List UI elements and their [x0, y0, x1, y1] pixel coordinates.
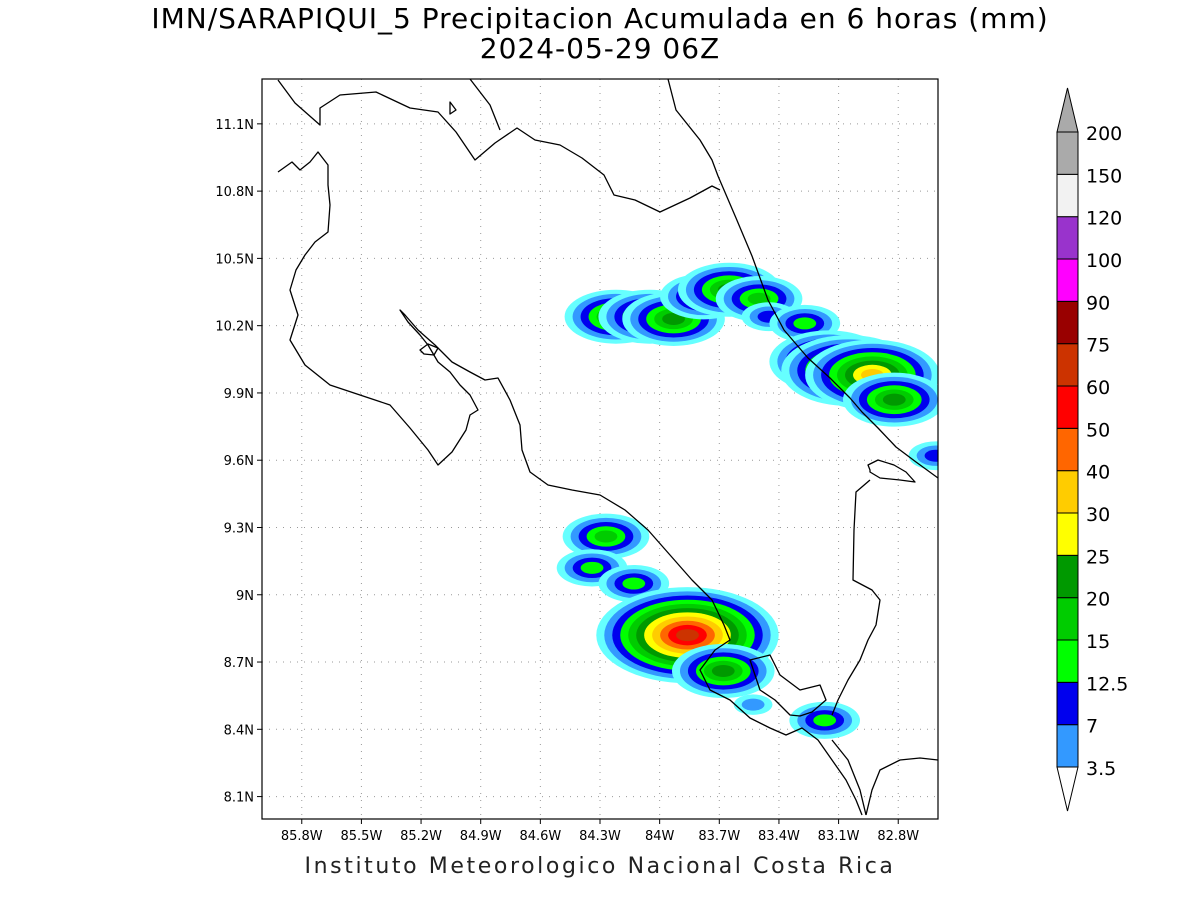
- colorbar-swatch: [1056, 385, 1079, 429]
- rain-contour: [741, 698, 765, 711]
- map-grid: [262, 79, 938, 819]
- colorbar-swatch: [1056, 724, 1079, 768]
- colorbar-swatch: [1056, 343, 1079, 387]
- colorbar-label: 15: [1086, 631, 1110, 653]
- lon-tick-label: 84.6W: [519, 829, 561, 844]
- pacific-coast: [277, 151, 863, 816]
- rain-cell: [671, 644, 775, 698]
- colorbar-label: 50: [1086, 419, 1110, 441]
- colorbar-swatch: [1056, 470, 1079, 514]
- lon-tick-label: 83.7W: [698, 829, 740, 844]
- lon-tick-label: 83.1W: [818, 829, 860, 844]
- rain-cell: [789, 701, 861, 739]
- lat-tick-label: 10.8N: [215, 185, 254, 200]
- colorbar-label: 150: [1086, 165, 1122, 187]
- lat-tick-label: 9.3N: [224, 521, 254, 536]
- colorbar-label: 100: [1086, 250, 1122, 272]
- colorbar-label: 75: [1086, 335, 1110, 357]
- lon-tick-label: 84W: [645, 829, 675, 844]
- rain-contour: [622, 577, 646, 590]
- rain-cell: [733, 694, 773, 715]
- osa-peninsula: [749, 654, 827, 717]
- rain-contour: [676, 629, 699, 642]
- rain-contour: [882, 393, 906, 406]
- burica-peninsula: [831, 739, 867, 816]
- colorbar-label: 25: [1086, 546, 1110, 568]
- colorbar: 3.5 7 12.5 15 20 25 30 40 50 60 75 90 100 120 150 200: [1056, 87, 1128, 812]
- colorbar-label: 20: [1086, 589, 1110, 611]
- colorbar-swatch: [1056, 173, 1079, 218]
- colorbar-label: 12.5: [1086, 673, 1128, 695]
- colorbar-label: 7: [1086, 716, 1098, 738]
- map-title: IMN/SARAPIQUI_5 Precipitacion Acumulada …: [151, 2, 1049, 35]
- colorbar-swatch: [1056, 639, 1079, 683]
- colorbar-label: 60: [1086, 377, 1110, 399]
- lat-tick-label: 11.1N: [215, 118, 254, 133]
- rain-cell: [562, 513, 650, 560]
- caribbean-island: [449, 101, 457, 115]
- colorbar-label: 120: [1086, 208, 1122, 230]
- rain-contour: [580, 561, 604, 574]
- lon-tick-label: 84.3W: [579, 829, 621, 844]
- nicaragua-border: [277, 79, 721, 213]
- gulf-of-nicoya-island: [419, 343, 439, 356]
- colorbar-label: 30: [1086, 504, 1110, 526]
- lon-tick-label: 84.9W: [460, 829, 502, 844]
- colorbar-swatch: [1056, 258, 1079, 302]
- colorbar-swatch: [1056, 131, 1079, 175]
- colorbar-swatch: [1056, 681, 1079, 726]
- colorbar-swatch: [1056, 554, 1079, 599]
- colorbar-swatch: [1056, 300, 1079, 345]
- northern-coast: [469, 79, 501, 131]
- rain-contour: [662, 312, 685, 325]
- colorbar-label: 40: [1086, 462, 1110, 484]
- rain-cell: [908, 441, 938, 471]
- panama-pacific-coast: [865, 757, 938, 816]
- rain-contour: [924, 449, 938, 462]
- footer-credit: Instituto Meteorologico Nacional Costa R…: [304, 854, 896, 879]
- lat-tick-label: 9N: [236, 589, 254, 604]
- colorbar-label: 200: [1086, 123, 1122, 145]
- caribbean-coast: [667, 79, 938, 479]
- colorbar-swatch: [1056, 427, 1079, 472]
- colorbar-over-arrow: [1056, 87, 1079, 133]
- panama-border: [867, 459, 916, 483]
- lon-tick-label: 85.2W: [400, 829, 442, 844]
- colorbar-swatch: [1056, 597, 1079, 641]
- colorbar-label: 90: [1086, 292, 1110, 314]
- lat-tick-label: 9.6N: [224, 454, 254, 469]
- rain-contour: [747, 292, 771, 305]
- rain-contour: [594, 530, 618, 543]
- map-subtitle: 2024-05-29 06Z: [479, 32, 721, 65]
- rain-cell: [842, 372, 938, 427]
- coastlines: [277, 79, 938, 816]
- lat-tick-label: 8.1N: [224, 791, 254, 806]
- lat-tick-label: 8.7N: [224, 656, 254, 671]
- axis-ticks: 11.1N 10.8N 10.5N 10.2N 9.9N 9.6N 9.3N 9N 8.7N 8.…: [215, 118, 919, 844]
- lat-tick-label: 10.2N: [215, 320, 254, 335]
- rain-contour: [711, 665, 735, 677]
- colorbar-swatch: [1056, 512, 1079, 556]
- rain-contour: [793, 317, 817, 330]
- lon-tick-label: 85.5W: [341, 829, 383, 844]
- rain-contour: [813, 714, 837, 727]
- panama-border-south: [831, 479, 881, 716]
- colorbar-under-arrow: [1056, 766, 1079, 812]
- lat-tick-label: 10.5N: [215, 252, 254, 267]
- precipitation-field: [556, 262, 938, 739]
- lat-tick-label: 9.9N: [224, 387, 254, 402]
- lon-tick-label: 83.4W: [758, 829, 800, 844]
- lat-tick-label: 8.4N: [224, 723, 254, 738]
- lon-tick-label: 85.8W: [281, 829, 323, 844]
- lon-tick-label: 82.8W: [877, 829, 919, 844]
- colorbar-swatch: [1056, 216, 1079, 260]
- colorbar-label: 3.5: [1086, 758, 1116, 780]
